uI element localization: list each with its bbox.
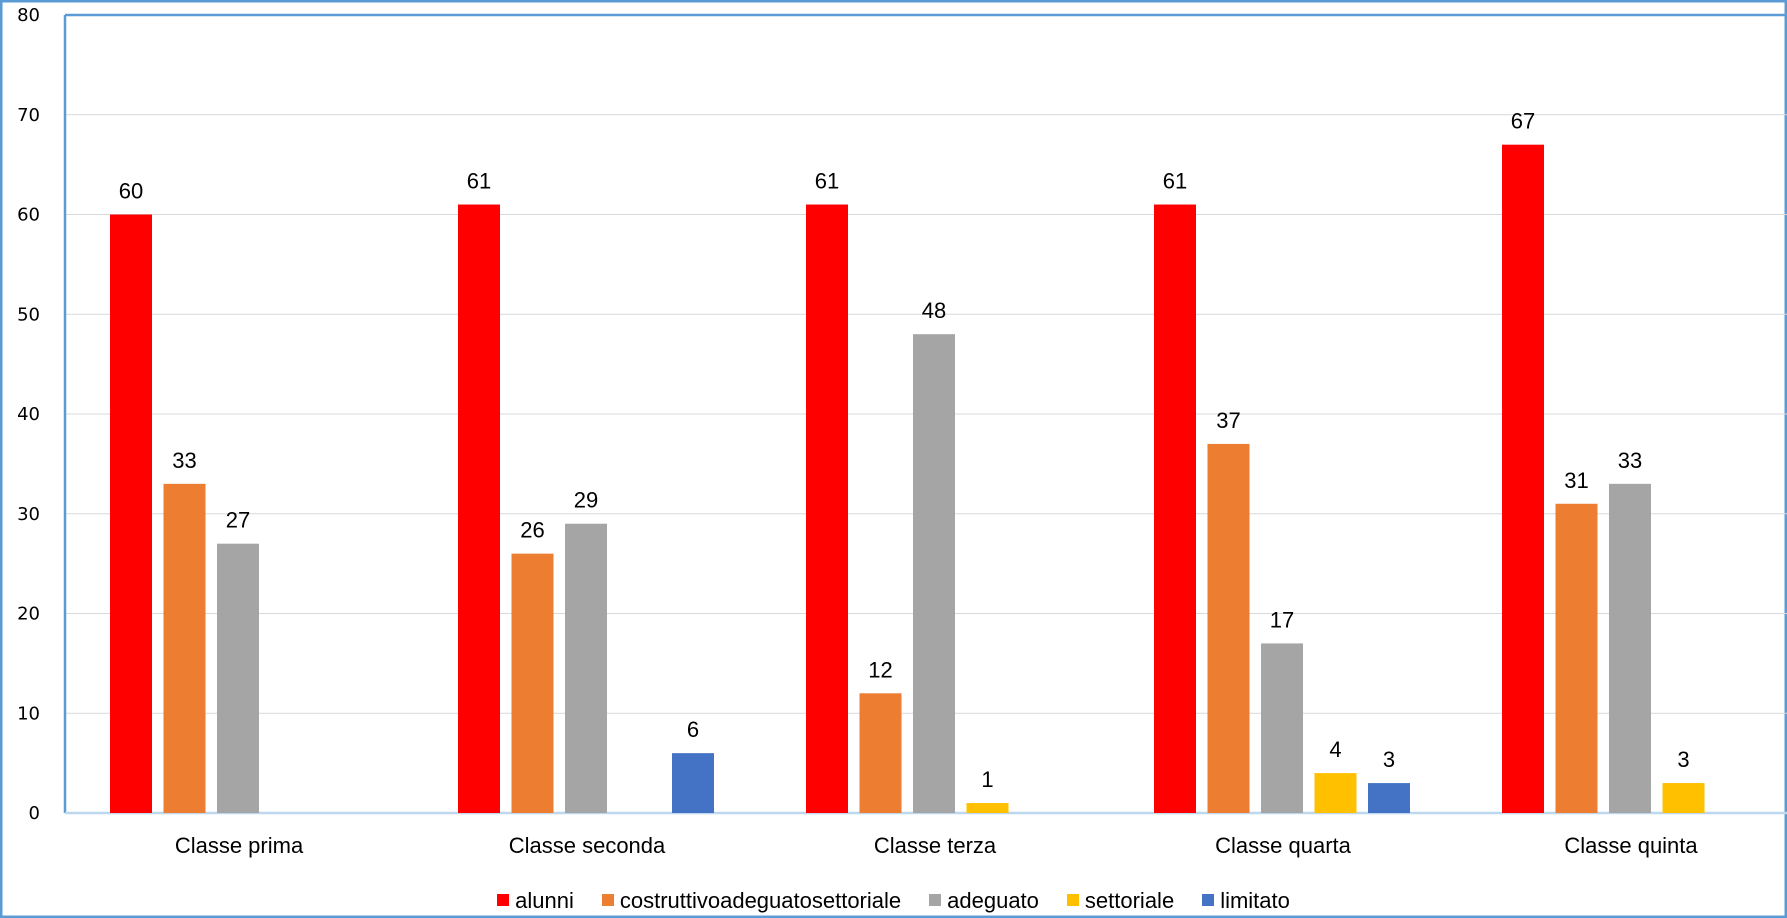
legend-item-settoriale: settoriale	[1066, 888, 1175, 914]
bar-limitato	[1368, 783, 1410, 813]
x-category-label: Classe terza	[874, 833, 997, 858]
bar-alunni	[110, 214, 152, 813]
y-tick-label: 70	[17, 105, 40, 126]
data-label: 17	[1270, 607, 1294, 632]
data-label: 33	[172, 448, 196, 473]
y-tick-label: 30	[17, 504, 40, 525]
y-tick-label: 80	[17, 5, 40, 26]
legend-label: limitato	[1220, 888, 1290, 914]
data-label: 4	[1329, 737, 1341, 762]
bar-limitato	[672, 753, 714, 813]
bar-adeguato	[913, 334, 955, 813]
bar-alunni	[806, 204, 848, 813]
bar-costruttivoadeguatosettoriale	[511, 553, 554, 813]
legend-label: adeguato	[947, 888, 1039, 914]
data-label: 33	[1618, 448, 1642, 473]
legend-label: alunni	[515, 888, 574, 914]
legend-item-adeguato: adeguato	[929, 888, 1039, 914]
legend-swatch	[497, 894, 510, 907]
data-label: 61	[815, 169, 839, 194]
data-label: 60	[119, 179, 143, 204]
y-tick-label: 60	[17, 205, 40, 226]
bar-adeguato	[565, 523, 607, 813]
data-label: 3	[1383, 747, 1395, 772]
data-label: 67	[1511, 109, 1535, 134]
y-tick-label: 10	[17, 703, 40, 724]
data-label: 3	[1677, 747, 1689, 772]
bar-settoriale	[1662, 783, 1705, 813]
bar-adeguato	[1609, 483, 1651, 813]
legend-swatch	[929, 894, 942, 907]
y-tick-label: 50	[17, 304, 40, 325]
legend-item-alunni: alunni	[497, 888, 574, 914]
bar-alunni	[1154, 204, 1196, 813]
y-tick-label: 40	[17, 404, 40, 425]
bar-settoriale	[966, 803, 1009, 813]
legend-item-limitato: limitato	[1202, 888, 1290, 914]
x-category-label: Classe quarta	[1215, 833, 1352, 858]
bars	[110, 144, 1705, 814]
data-label: 27	[226, 508, 250, 533]
legend-label: settoriale	[1084, 888, 1175, 914]
bar-costruttivoadeguatosettoriale	[1207, 443, 1250, 813]
legend-swatch	[1202, 894, 1215, 907]
data-label: 29	[574, 488, 598, 513]
legend-swatch	[1066, 894, 1079, 907]
data-label: 1	[981, 767, 993, 792]
bar-adeguato	[1261, 643, 1303, 813]
y-tick-label: 0	[29, 803, 40, 824]
legend-item-costruttivoadeguatosettoriale: costruttivoadeguatosettoriale	[601, 888, 902, 914]
data-label: 61	[467, 169, 491, 194]
bar-costruttivoadeguatosettoriale	[859, 693, 902, 813]
x-category-label: Classe seconda	[509, 833, 666, 858]
bar-alunni	[458, 204, 500, 813]
x-axis-categories: Classe prima Classe seconda Classe terza Cl…	[175, 833, 1699, 858]
y-tick-label: 20	[17, 604, 40, 625]
data-label: 12	[868, 657, 892, 682]
x-category-label: Classe prima	[175, 833, 304, 858]
data-label: 48	[922, 298, 946, 323]
x-category-label: Classe quinta	[1564, 833, 1698, 858]
bar-adeguato	[217, 543, 259, 813]
data-label: 37	[1216, 408, 1240, 433]
bar-alunni	[1502, 144, 1544, 814]
bar-settoriale	[1314, 773, 1357, 813]
bar-costruttivoadeguatosettoriale	[1555, 503, 1598, 813]
data-label: 26	[520, 518, 544, 543]
legend-label: costruttivoadeguatosettoriale	[619, 888, 902, 914]
data-label: 6	[687, 717, 699, 742]
legend: alunni costruttivoadeguatosettoriale adegu…	[0, 887, 1787, 914]
legend-swatch	[601, 894, 614, 907]
y-axis-ticks: 0 10 20 30 40 50 60 70 80	[17, 5, 40, 824]
bar-costruttivoadeguatosettoriale	[163, 483, 206, 813]
data-label: 31	[1564, 468, 1588, 493]
data-label: 61	[1163, 169, 1187, 194]
